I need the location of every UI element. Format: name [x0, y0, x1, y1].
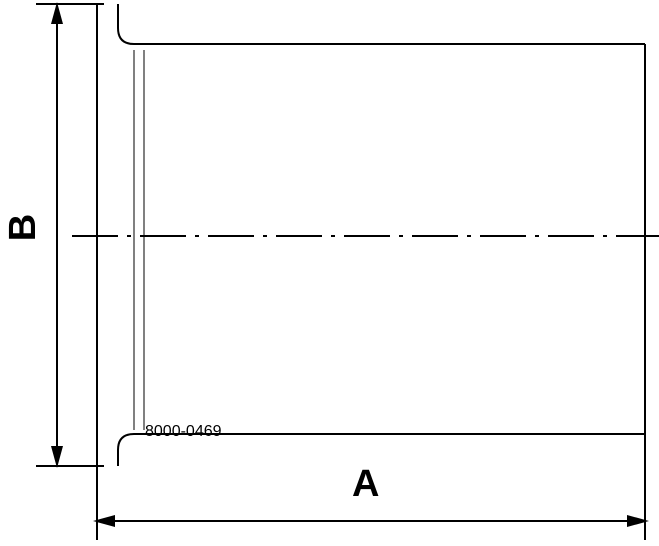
part-number-label: 8000-0469	[145, 423, 222, 440]
dimension-b-group	[36, 2, 104, 468]
dimension-a-group	[93, 434, 649, 540]
dimension-b-label: B	[2, 213, 45, 242]
internal-bore-lines-group	[133, 50, 145, 430]
dimension-b-arrow-top	[51, 2, 63, 24]
dimension-a-arrow-right	[627, 515, 649, 527]
fillet-top	[117, 27, 144, 45]
dimension-a-arrow-left	[93, 515, 115, 527]
dimension-a-label: A	[352, 463, 380, 505]
dimension-b-arrow-bottom	[51, 446, 63, 468]
fillet-bottom	[117, 433, 144, 451]
